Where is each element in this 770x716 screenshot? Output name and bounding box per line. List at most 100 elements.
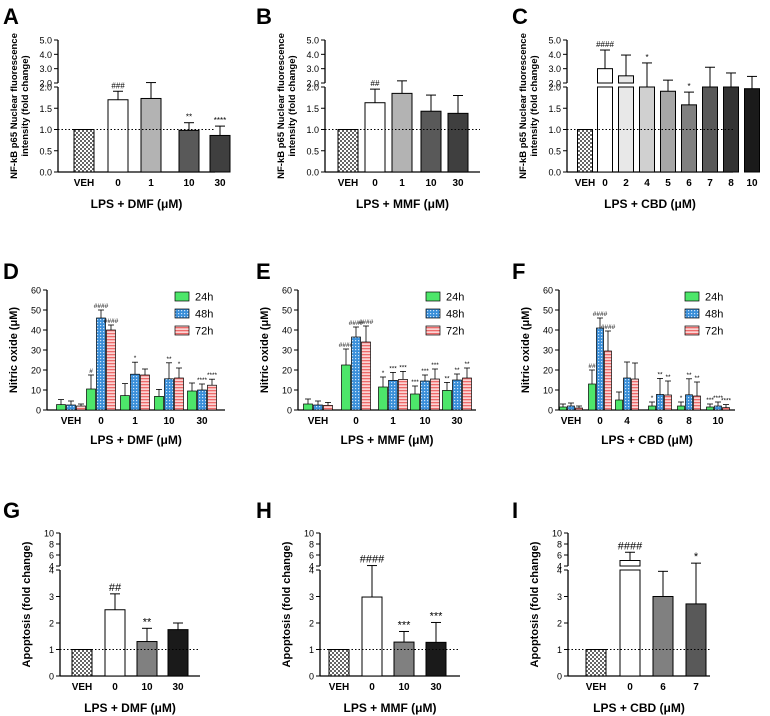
bar-72h bbox=[631, 378, 639, 411]
bar-48h bbox=[714, 405, 722, 411]
legend-label: 24h bbox=[446, 292, 464, 304]
y-tick-label: 5.0 bbox=[548, 36, 561, 46]
bar-24h bbox=[303, 403, 313, 411]
x-tick-label: 8 bbox=[728, 178, 734, 189]
bar-48h bbox=[164, 378, 174, 411]
y-tick-label: 10 bbox=[31, 386, 41, 396]
y-tick-label: 2.0 bbox=[39, 79, 52, 89]
x-tick-label: 30 bbox=[172, 682, 184, 693]
bar-48h bbox=[197, 389, 207, 411]
bar-48h bbox=[623, 377, 631, 411]
y-tick-label: 50 bbox=[282, 306, 292, 316]
panel-c: C 0.0 0.5 1.0 1.5 2.02.0 3.0 4.0 5.0 NF-kB p65 Nu… bbox=[512, 4, 760, 211]
panel-letter: D bbox=[3, 259, 19, 284]
y-tick-label: 6 bbox=[49, 551, 54, 561]
x-tick-label: VEH bbox=[308, 416, 329, 427]
legend-label: 72h bbox=[705, 326, 723, 338]
y-tick-label: 1.5 bbox=[39, 104, 52, 114]
significance-label: *** bbox=[421, 368, 429, 375]
bar-72h bbox=[106, 329, 116, 411]
x-axis-label: LPS + MMF (μM) bbox=[356, 197, 449, 211]
bar bbox=[425, 641, 447, 677]
y-tick-label: 5.0 bbox=[306, 36, 319, 46]
x-tick-label: VEH bbox=[338, 178, 359, 189]
significance-label: * bbox=[680, 395, 683, 402]
significance-label: * bbox=[134, 355, 137, 362]
legend-swatch bbox=[174, 325, 190, 336]
bar-72h bbox=[361, 341, 371, 411]
y-tick-label: 5.0 bbox=[39, 36, 52, 46]
x-tick-label: 10 bbox=[712, 416, 724, 427]
legend-label: 72h bbox=[195, 326, 213, 338]
y-tick-label: 2 bbox=[309, 619, 314, 629]
bar-24h bbox=[706, 406, 714, 411]
bar bbox=[681, 104, 697, 173]
x-axis-label: LPS + DMF (μM) bbox=[90, 433, 182, 447]
bar-24h bbox=[677, 405, 685, 411]
x-tick-label: VEH bbox=[74, 178, 95, 189]
significance-label: *** bbox=[389, 365, 397, 372]
bar bbox=[136, 641, 158, 677]
x-tick-label: 30 bbox=[214, 178, 226, 189]
significance-label: *** bbox=[431, 362, 439, 369]
y-tick-label: 30 bbox=[282, 346, 292, 356]
y-axis-label: NF-kB p65 Nuclear fluorescenceintensity … bbox=[276, 33, 298, 179]
y-tick-label: 2.0 bbox=[548, 83, 561, 93]
significance-label: #### bbox=[601, 324, 616, 331]
bar-24h bbox=[378, 386, 388, 411]
y-axis-label: Nitric oxide (μM) bbox=[8, 307, 20, 394]
bar-24h bbox=[588, 383, 596, 411]
significance-label: ** bbox=[694, 375, 700, 382]
bar-72h bbox=[207, 384, 217, 411]
y-tick-label: 0.5 bbox=[39, 146, 52, 156]
x-tick-label: 1 bbox=[148, 178, 154, 189]
y-tick-label: 3.0 bbox=[39, 64, 52, 74]
x-tick-label: 0 bbox=[369, 682, 375, 693]
panel-letter: F bbox=[512, 259, 525, 284]
x-tick-label: 10 bbox=[141, 682, 153, 693]
x-tick-label: 6 bbox=[657, 416, 663, 427]
y-tick-label: 8 bbox=[557, 540, 562, 550]
y-tick-label: 3.0 bbox=[306, 64, 319, 74]
x-tick-label: 10 bbox=[746, 178, 758, 189]
bar-24h bbox=[120, 395, 130, 411]
y-tick-label: 0.0 bbox=[306, 168, 319, 178]
x-tick-label: VEH bbox=[586, 682, 607, 693]
y-axis-label: Apoptosis (fold change) bbox=[529, 541, 541, 667]
y-tick-label: 0.5 bbox=[306, 146, 319, 156]
y-tick-label: 10 bbox=[304, 529, 314, 539]
x-tick-label: VEH bbox=[561, 416, 582, 427]
x-tick-label: 0 bbox=[372, 178, 378, 189]
y-tick-label: 10 bbox=[282, 386, 292, 396]
significance-label: #### bbox=[618, 540, 643, 552]
x-tick-label: VEH bbox=[61, 416, 82, 427]
bar-24h bbox=[341, 364, 351, 411]
x-tick-label: 7 bbox=[707, 178, 713, 189]
bar-upper bbox=[619, 560, 641, 567]
significance-label: **** bbox=[713, 395, 724, 402]
bar-24h bbox=[187, 390, 197, 411]
y-tick-label: 0 bbox=[49, 672, 54, 682]
bar-48h bbox=[656, 394, 664, 411]
bar bbox=[652, 596, 674, 677]
y-tick-label: 4 bbox=[309, 566, 314, 576]
y-tick-label: 20 bbox=[543, 366, 553, 376]
y-tick-label: 4 bbox=[49, 566, 54, 576]
bar-24h bbox=[442, 390, 452, 411]
bar bbox=[209, 134, 231, 173]
x-tick-label: 2 bbox=[623, 178, 629, 189]
y-tick-label: 1.0 bbox=[306, 125, 319, 135]
legend-label: 48h bbox=[446, 309, 464, 321]
significance-label: **** bbox=[214, 116, 226, 125]
x-tick-label: 7 bbox=[693, 682, 699, 693]
bar-48h bbox=[420, 380, 430, 411]
significance-label: * bbox=[694, 551, 699, 563]
x-tick-label: VEH bbox=[329, 682, 350, 693]
y-axis-label: Apoptosis (fold change) bbox=[281, 541, 293, 667]
legend-swatch bbox=[425, 291, 441, 302]
y-tick-label: 60 bbox=[282, 286, 292, 296]
x-axis-label: LPS + CBD (μM) bbox=[601, 433, 693, 447]
y-tick-label: 4.0 bbox=[39, 50, 52, 60]
significance-label: * bbox=[651, 395, 654, 402]
